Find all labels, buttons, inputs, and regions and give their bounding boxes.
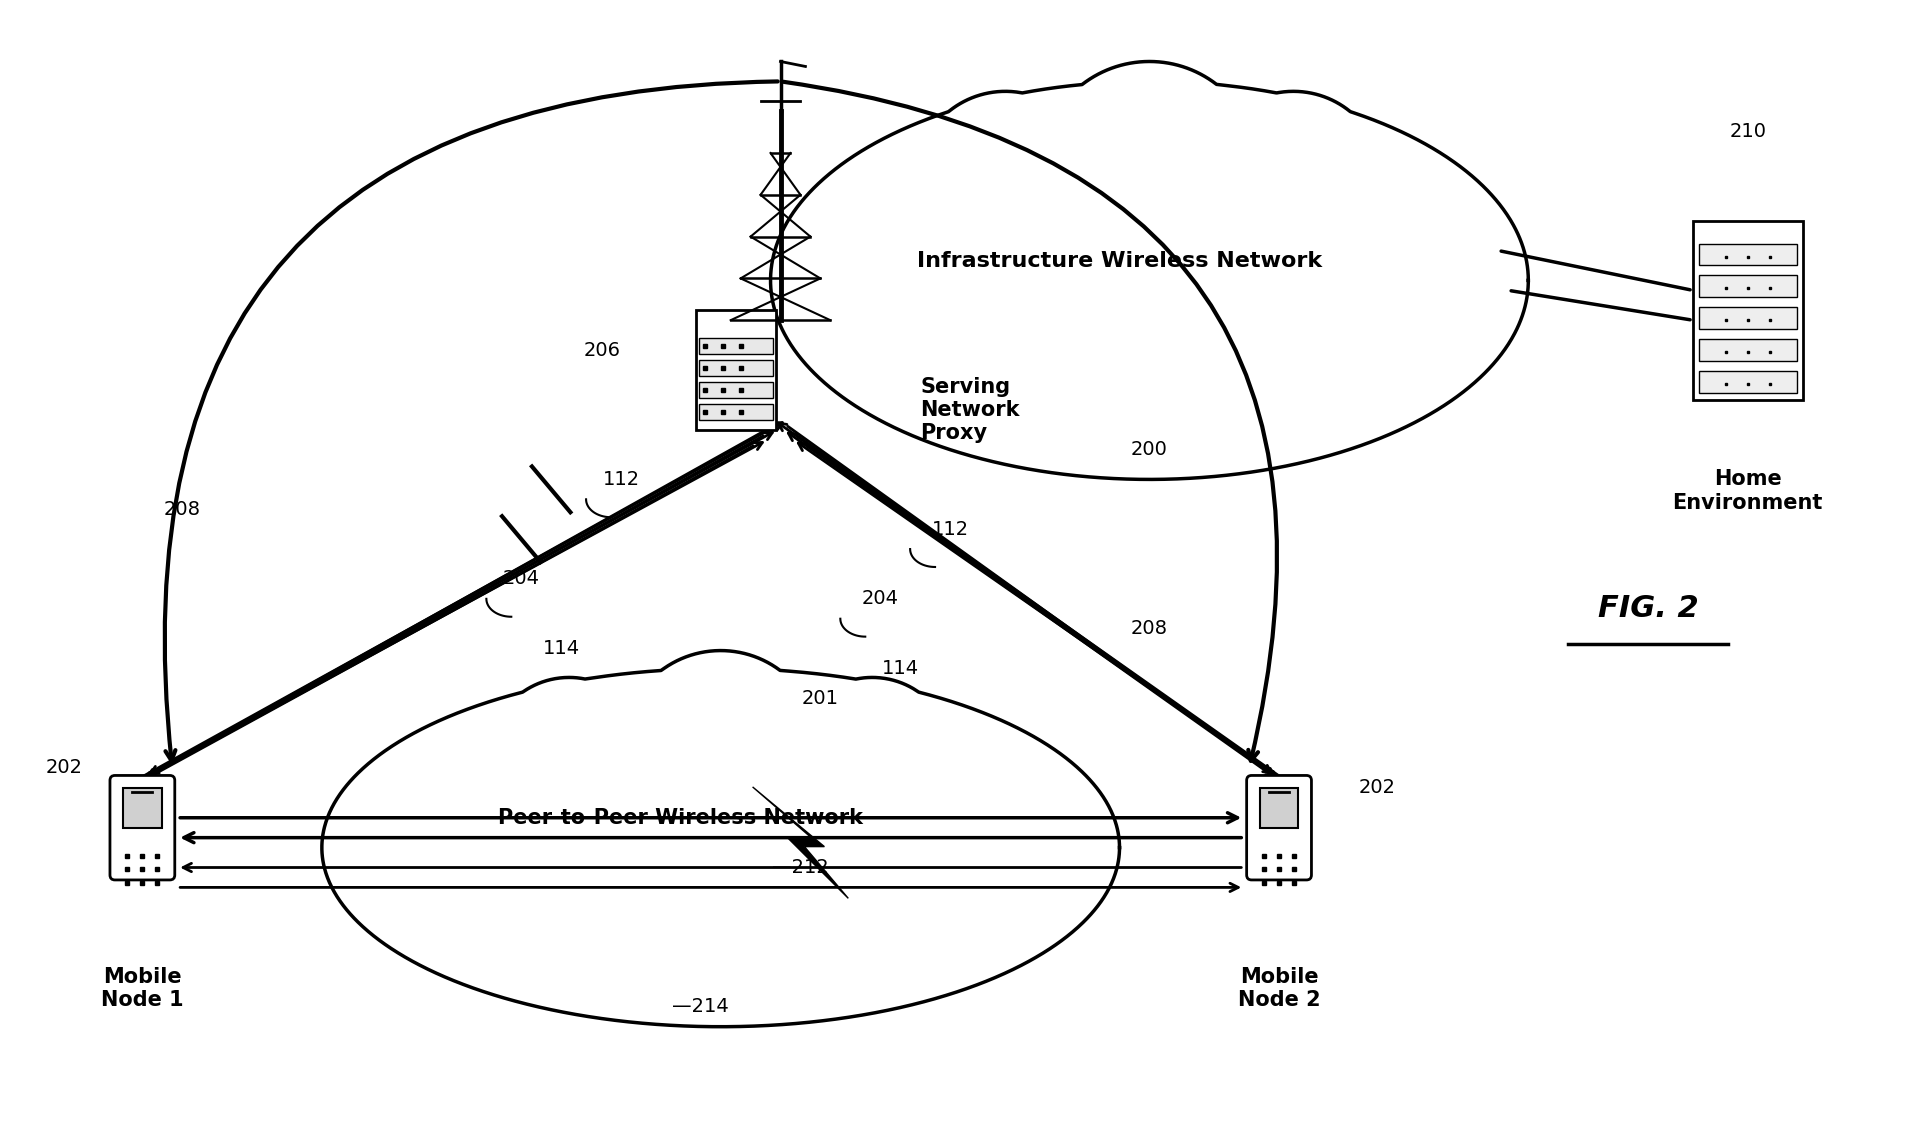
Text: Home
Environment: Home Environment (1672, 470, 1823, 513)
Text: 201: 201 (801, 689, 839, 708)
FancyBboxPatch shape (1693, 220, 1802, 400)
FancyBboxPatch shape (111, 776, 175, 879)
Text: Serving
Network
Proxy: Serving Network Proxy (919, 377, 1020, 443)
FancyBboxPatch shape (1247, 776, 1312, 879)
Text: 204: 204 (862, 589, 898, 609)
Text: 202: 202 (46, 759, 82, 778)
Text: 208: 208 (164, 500, 200, 518)
FancyBboxPatch shape (1699, 339, 1796, 361)
Text: 200: 200 (1131, 440, 1167, 460)
Text: 114: 114 (881, 659, 919, 679)
FancyBboxPatch shape (1261, 788, 1299, 828)
FancyBboxPatch shape (1699, 307, 1796, 330)
Text: 206: 206 (584, 341, 622, 359)
FancyBboxPatch shape (698, 360, 772, 376)
Polygon shape (770, 61, 1528, 480)
Text: 204: 204 (503, 569, 540, 588)
Text: —214: —214 (673, 997, 728, 1016)
Polygon shape (753, 787, 849, 899)
FancyBboxPatch shape (1699, 244, 1796, 265)
FancyBboxPatch shape (1699, 371, 1796, 393)
FancyBboxPatch shape (696, 310, 776, 430)
FancyBboxPatch shape (698, 404, 772, 420)
FancyBboxPatch shape (1699, 275, 1796, 297)
Text: FIG. 2: FIG. 2 (1598, 594, 1699, 623)
Text: Mobile
Node 1: Mobile Node 1 (101, 968, 183, 1010)
FancyBboxPatch shape (698, 382, 772, 397)
Text: 210: 210 (1730, 122, 1766, 141)
Text: —212: —212 (772, 858, 830, 877)
Polygon shape (322, 650, 1119, 1026)
Text: 112: 112 (603, 470, 639, 489)
FancyBboxPatch shape (698, 338, 772, 355)
FancyBboxPatch shape (122, 788, 162, 828)
Text: 208: 208 (1131, 619, 1167, 638)
Text: Infrastructure Wireless Network: Infrastructure Wireless Network (917, 251, 1322, 271)
Text: 112: 112 (931, 519, 969, 539)
Text: 114: 114 (543, 639, 580, 658)
Text: 202: 202 (1360, 778, 1396, 797)
Text: Peer-to-Peer Wireless Network: Peer-to-Peer Wireless Network (498, 807, 864, 828)
Text: Mobile
Node 2: Mobile Node 2 (1238, 968, 1320, 1010)
